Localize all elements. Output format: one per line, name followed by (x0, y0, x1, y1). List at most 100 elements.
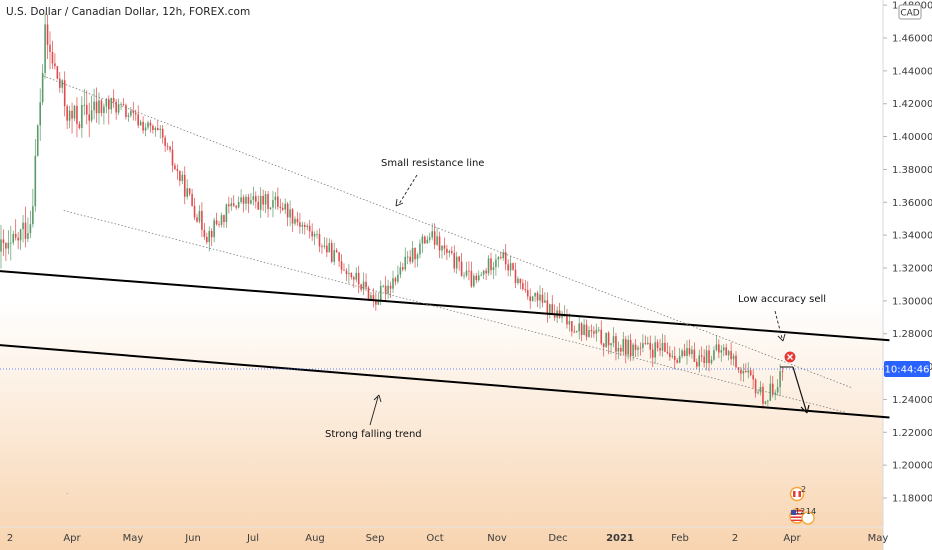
candle (68, 105, 71, 129)
candle (500, 251, 502, 260)
candle (228, 196, 230, 214)
candle (384, 276, 387, 302)
currency-badge[interactable]: CAD (900, 9, 919, 19)
candle (326, 237, 328, 258)
x-tick-label: Oct (426, 533, 443, 544)
candle (639, 342, 642, 356)
y-tick-label: 1.40000 (892, 132, 932, 143)
annotation-small-resistance: Small resistance line (381, 158, 484, 169)
candle (5, 242, 7, 262)
candle (291, 208, 294, 232)
candle (348, 264, 350, 284)
candle (223, 214, 225, 228)
candle (272, 190, 274, 218)
candle (389, 281, 392, 298)
candle (732, 353, 735, 366)
candle (137, 105, 139, 129)
candle (661, 333, 664, 357)
candle (421, 233, 424, 254)
candle (519, 278, 522, 290)
candle (264, 190, 267, 214)
x-tick-label: 2 (732, 533, 738, 544)
candle (196, 213, 198, 224)
candle (90, 95, 93, 123)
candle (161, 125, 164, 144)
candle (73, 104, 76, 122)
strong-falling-trend-upper[interactable] (0, 270, 890, 342)
candle (463, 272, 465, 280)
annotation-low-accuracy: Low accuracy sell (738, 294, 826, 305)
event-badge-top[interactable]: 2 (789, 485, 807, 502)
candle (284, 198, 286, 215)
candle (593, 326, 595, 338)
candle (414, 247, 416, 268)
candle (460, 252, 463, 277)
candle (174, 163, 176, 171)
candle (742, 363, 745, 382)
candle (0, 224, 2, 269)
annotation-strong-trend: Strong falling trend (325, 429, 422, 440)
candle (571, 321, 573, 337)
candle (250, 193, 252, 205)
candle (696, 358, 698, 369)
candle (12, 230, 15, 246)
strong-falling-trend-lower[interactable] (0, 344, 890, 419)
candle (504, 244, 507, 271)
watermark-mark: . (66, 487, 69, 496)
candle (747, 362, 750, 379)
candle (502, 249, 505, 261)
candle (318, 228, 321, 253)
sell-marker[interactable] (783, 350, 797, 364)
candle (357, 265, 360, 294)
candle (669, 346, 671, 361)
candle (671, 350, 674, 359)
event-badge-left-count: 12 (795, 507, 805, 516)
candle (63, 71, 66, 117)
candle (514, 262, 517, 289)
x-tick-label: Aug (305, 533, 325, 544)
candle (259, 187, 262, 218)
candle (19, 228, 22, 251)
candle (757, 389, 759, 395)
candle (139, 119, 142, 126)
candle (34, 138, 37, 212)
candle (622, 331, 625, 356)
candle (198, 205, 201, 224)
candle (531, 295, 534, 302)
y-tick-label: 1.36000 (892, 198, 932, 209)
small-resistance-line[interactable] (42, 75, 853, 389)
candle (497, 255, 500, 268)
candle (647, 336, 649, 345)
candle (387, 279, 389, 300)
candle (232, 195, 235, 208)
candle (605, 332, 607, 348)
candle (441, 245, 443, 259)
candle (722, 344, 725, 357)
candle (277, 187, 279, 210)
candle (203, 222, 206, 240)
candle (255, 191, 257, 209)
event-badge-bottom[interactable]: 12 14 (789, 507, 816, 525)
candle (201, 202, 203, 238)
candle (539, 285, 541, 309)
candle (159, 125, 162, 139)
candle (289, 200, 291, 227)
candle (416, 252, 419, 268)
candle (764, 400, 767, 405)
candle (353, 275, 355, 288)
candle (730, 342, 732, 366)
sell-projection-arrowhead (800, 404, 810, 414)
candle (419, 239, 421, 259)
candle (644, 335, 647, 345)
candle (624, 336, 627, 364)
candle (446, 244, 448, 261)
candle (659, 339, 661, 357)
candle (93, 88, 95, 120)
candle (745, 363, 747, 373)
candle (465, 261, 468, 278)
candle (115, 98, 117, 120)
candle (610, 342, 612, 354)
candle (615, 332, 617, 361)
